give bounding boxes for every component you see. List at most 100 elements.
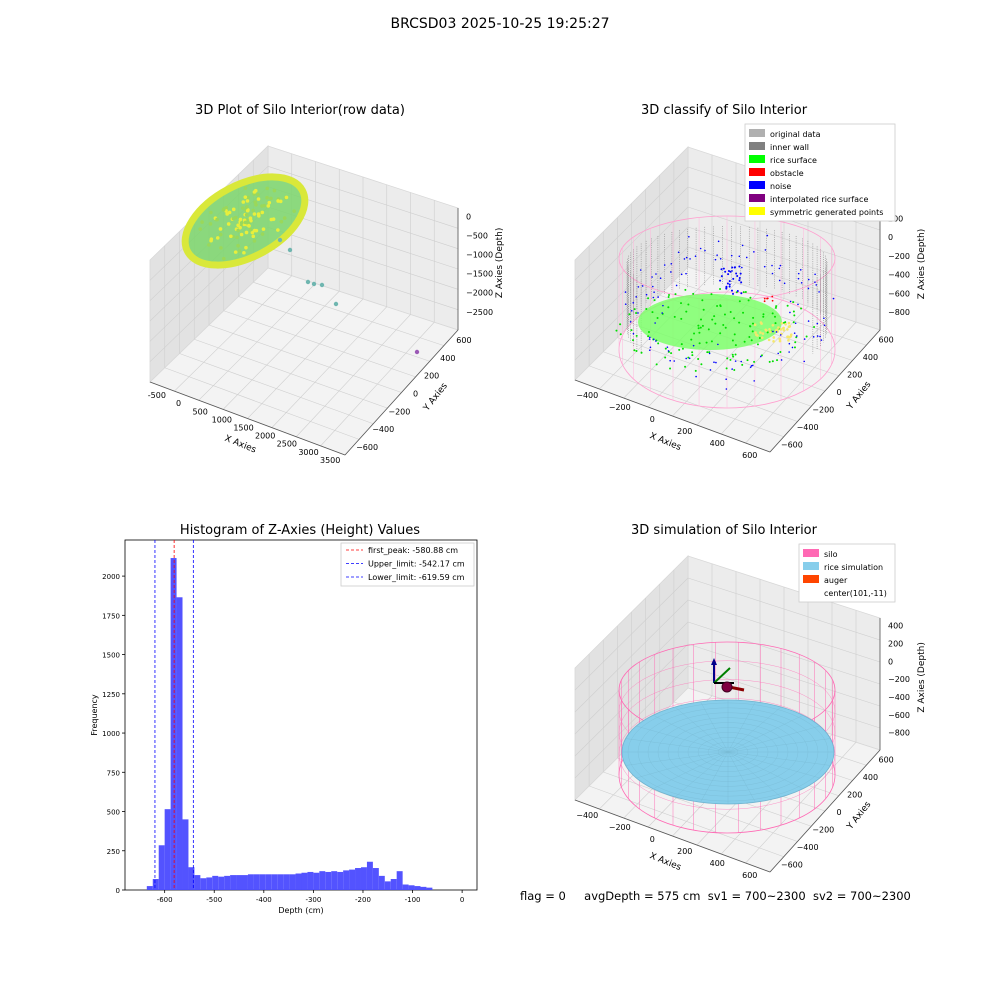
classify-plot-x-tick-label: 600 xyxy=(742,451,757,460)
histogram-x-tick-label: -500 xyxy=(206,896,222,904)
classify-rice-point xyxy=(699,318,702,321)
classify-rice-point xyxy=(635,350,638,353)
histogram-bar xyxy=(378,875,385,890)
classify-noise-point xyxy=(731,368,733,370)
raw-point xyxy=(233,215,238,220)
classify-rice-point xyxy=(734,353,737,356)
histogram-x-tick-label: -100 xyxy=(405,896,421,904)
classify-plot-z-tick-label: −800 xyxy=(888,308,910,317)
classify-rice-point xyxy=(705,341,708,344)
simulation-plot-legend-swatch xyxy=(803,562,819,570)
raw-point xyxy=(244,245,248,250)
histogram-bar xyxy=(212,875,219,890)
classify-symmetric-point xyxy=(784,322,787,326)
classify-symmetric-point xyxy=(771,323,775,327)
classify-rice-point xyxy=(685,310,688,313)
raw-point xyxy=(243,220,248,225)
classify-noise-point xyxy=(823,324,826,327)
classify-rice-point xyxy=(724,326,727,329)
histogram-bar xyxy=(230,875,237,890)
raw-point xyxy=(284,195,289,200)
histogram-x-tick-label: -300 xyxy=(305,896,321,904)
classify-noise-point xyxy=(800,282,803,284)
classify-obstacle-point xyxy=(763,300,766,303)
classify-noise-point xyxy=(738,255,741,258)
classify-plot-legend-swatch xyxy=(749,207,765,215)
classify-rice-point xyxy=(698,331,701,334)
classify-rice-point xyxy=(701,324,704,327)
classify-rice-point xyxy=(742,311,745,314)
raw-plot-x-tick-label: 500 xyxy=(193,407,208,416)
simulation-plot-x-tick-label: 400 xyxy=(710,859,725,868)
raw-outlier-point xyxy=(414,349,420,355)
histogram-bar xyxy=(372,868,379,890)
classify-noise-point xyxy=(657,296,659,298)
classify-noise-point xyxy=(741,244,744,247)
classify-noise-point xyxy=(717,343,719,346)
classify-noise-point xyxy=(624,291,627,293)
classify-noise-point xyxy=(728,280,731,283)
classify-rice-point xyxy=(792,301,795,304)
classify-rice-point xyxy=(656,317,659,320)
classify-rice-point xyxy=(734,344,737,347)
raw-plot-y-tick-label: −200 xyxy=(388,407,410,416)
raw-point xyxy=(276,199,280,203)
histogram-bar xyxy=(200,878,207,890)
histogram-bar xyxy=(343,870,350,890)
raw-point xyxy=(239,232,244,237)
simulation-plot-y-tick-label: 200 xyxy=(847,791,862,800)
histogram-y-axis-title: Frequency xyxy=(90,694,99,736)
classify-rice-point xyxy=(793,314,796,317)
raw-point xyxy=(246,195,250,200)
raw-point xyxy=(243,195,248,199)
simulation-scene xyxy=(618,641,836,834)
histogram-bar xyxy=(259,874,266,890)
raw-plot-y-tick-label: 600 xyxy=(456,336,471,345)
classify-noise-point xyxy=(719,279,722,282)
raw-plot-grid-line xyxy=(149,247,269,362)
classify-noise-point xyxy=(670,263,673,265)
classify-rice-point xyxy=(664,356,667,359)
simulation-plot-grid-line xyxy=(574,643,689,757)
raw-plot-z-tick-label: −1500 xyxy=(466,270,493,279)
simulation-plot-grid-line xyxy=(687,577,881,641)
classify-symmetric-point xyxy=(760,336,764,339)
classify-plot-y-tick-label: 0 xyxy=(836,388,841,397)
classify-noise-point xyxy=(649,336,651,339)
simulation-plot: −400−20002004006006004002000−200−400−600… xyxy=(574,543,927,880)
classify-plot-y-tick-label: −400 xyxy=(797,423,819,432)
classify-noise-point xyxy=(799,269,802,271)
classify-noise-point xyxy=(730,289,733,292)
classify-rice-point xyxy=(645,308,648,311)
classify-noise-point xyxy=(832,297,835,300)
histogram-bar xyxy=(360,867,367,890)
simulation-plot-z-tick-label: 400 xyxy=(888,622,903,631)
classify-symmetric-point xyxy=(753,323,757,326)
raw-point xyxy=(208,222,213,226)
classify-symmetric-point xyxy=(777,326,780,329)
classify-noise-point xyxy=(694,255,697,257)
histogram-bar xyxy=(170,558,177,890)
classify-noise-point xyxy=(669,359,671,362)
classify-rice-point xyxy=(667,306,670,309)
classify-noise-point xyxy=(803,360,806,363)
classify-noise-point xyxy=(719,257,722,260)
classify-noise-point xyxy=(815,284,818,286)
histogram-bar xyxy=(247,874,254,890)
classify-plot-y-tick-label: 200 xyxy=(847,371,862,380)
classify-obstacle-point xyxy=(771,299,774,302)
classify-rice-point xyxy=(630,329,633,332)
raw-point xyxy=(235,235,239,240)
classify-rice-point xyxy=(710,293,713,296)
classify-symmetric-point xyxy=(787,321,791,325)
raw-point xyxy=(254,228,259,233)
classify-rice-point xyxy=(687,356,690,359)
histogram-bar xyxy=(313,872,320,890)
classify-plot-grid-line xyxy=(574,246,689,361)
classify-noise-point xyxy=(778,279,781,282)
raw-outlier-point xyxy=(319,282,325,288)
classify-noise-point xyxy=(731,266,734,269)
histogram-bar xyxy=(390,879,397,890)
classify-plot-legend-swatch xyxy=(749,181,765,189)
classify-noise-point xyxy=(727,269,730,272)
